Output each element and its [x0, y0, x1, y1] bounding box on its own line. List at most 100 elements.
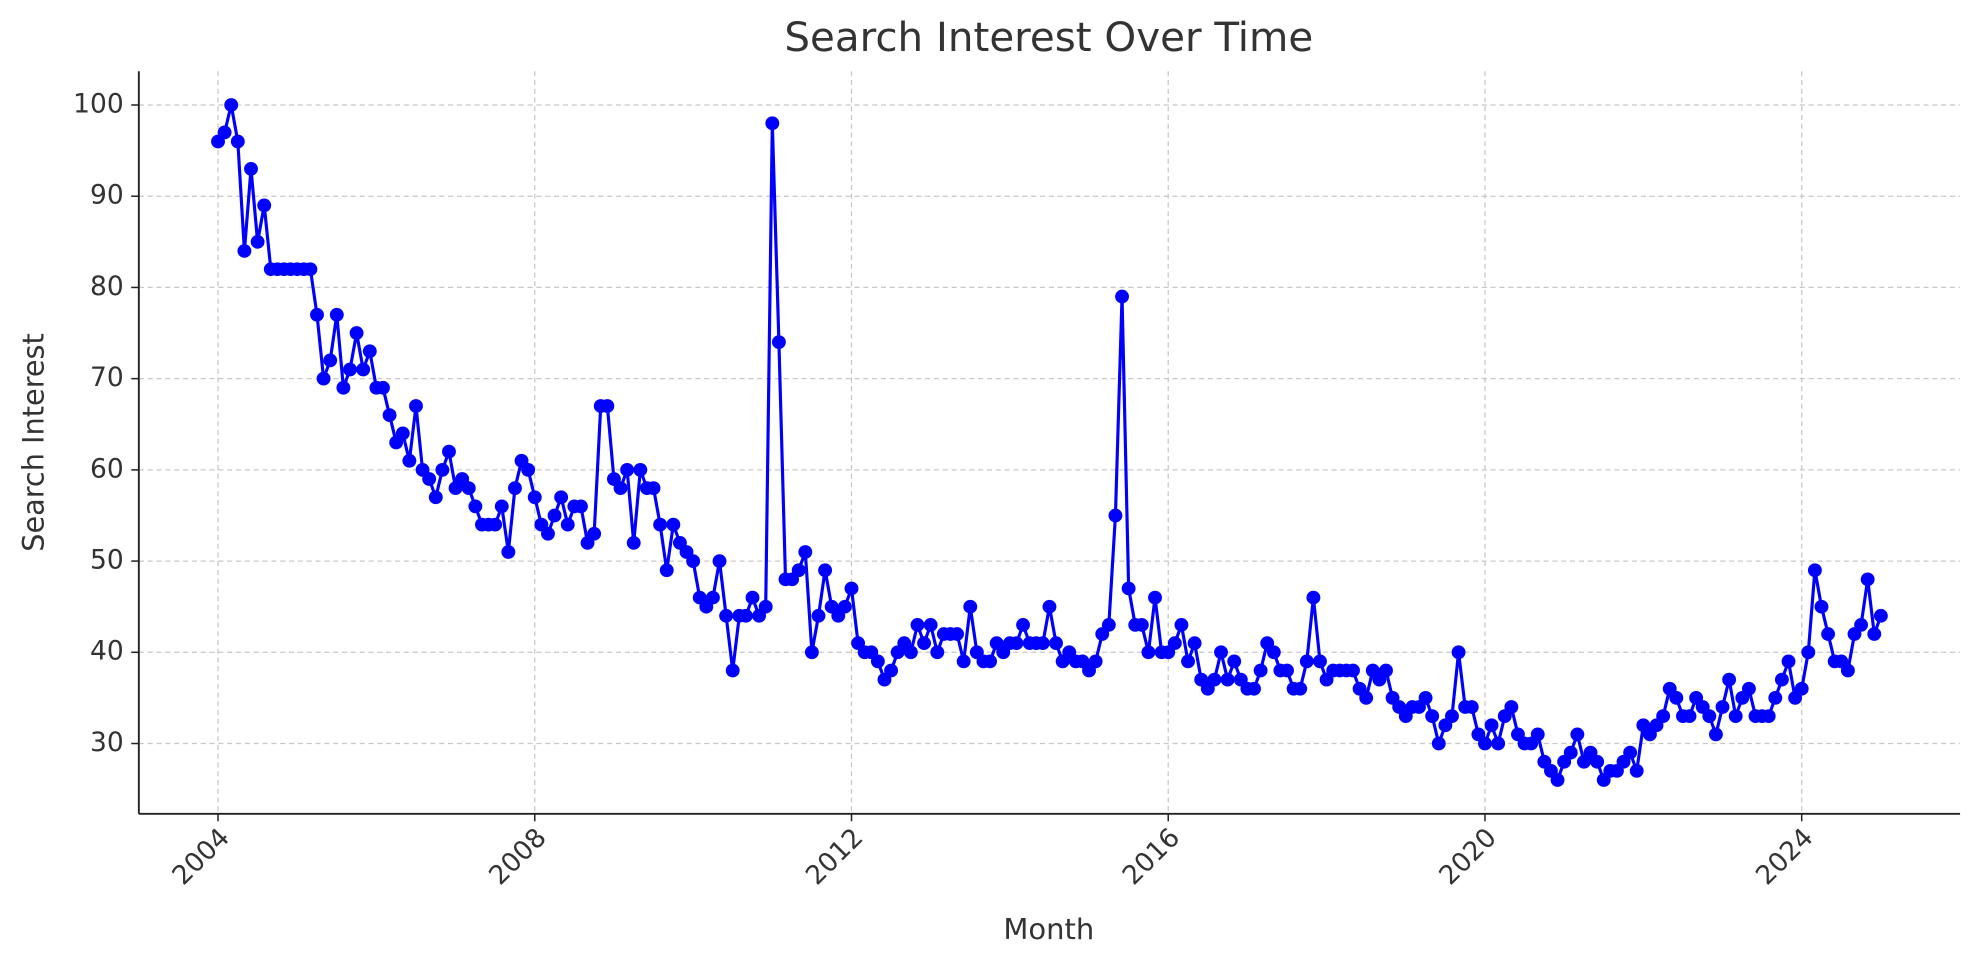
marker	[547, 508, 562, 523]
marker	[738, 608, 753, 623]
marker	[1049, 636, 1063, 651]
marker	[310, 307, 324, 322]
x-axis-label: Month	[1003, 912, 1094, 946]
marker	[1227, 654, 1242, 669]
marker	[442, 444, 456, 459]
marker	[1491, 736, 1506, 751]
marker	[1108, 508, 1123, 523]
marker	[745, 590, 760, 605]
marker	[461, 481, 476, 495]
marker	[983, 654, 998, 669]
marker	[1359, 691, 1374, 705]
marker	[1035, 636, 1050, 651]
marker	[409, 399, 423, 413]
marker	[930, 645, 945, 660]
x-tick-label: 2012	[800, 823, 869, 891]
marker	[1669, 691, 1684, 705]
x-tick-label: 2004	[167, 823, 236, 891]
marker	[1141, 645, 1156, 660]
marker	[1418, 691, 1433, 705]
marker	[870, 654, 885, 669]
marker	[1464, 700, 1479, 714]
y-tick-label: 60	[90, 454, 124, 484]
marker	[1115, 289, 1129, 304]
marker	[250, 234, 265, 249]
marker	[1629, 764, 1644, 778]
marker	[917, 636, 932, 651]
marker	[1293, 681, 1308, 696]
marker	[1121, 581, 1136, 596]
marker	[1781, 654, 1796, 669]
marker	[230, 134, 245, 149]
marker	[1009, 636, 1024, 651]
chart-title: Search Interest Over Time	[784, 15, 1313, 61]
y-tick-label: 30	[90, 728, 124, 758]
marker	[1313, 654, 1327, 669]
marker	[910, 618, 925, 632]
marker	[1623, 745, 1638, 760]
marker	[811, 608, 826, 623]
y-axis-label: Search Interest	[16, 333, 50, 552]
marker	[376, 380, 390, 395]
marker	[1134, 618, 1149, 632]
marker	[1266, 645, 1281, 660]
x-tick-label: 2008	[484, 823, 553, 891]
marker	[666, 517, 681, 532]
y-tick-label: 100	[73, 90, 124, 120]
marker	[554, 490, 569, 505]
marker	[1451, 645, 1466, 660]
marker	[1253, 663, 1268, 678]
marker	[1306, 590, 1321, 605]
marker	[923, 618, 938, 632]
marker	[1181, 654, 1195, 669]
marker	[903, 645, 918, 660]
marker	[1346, 663, 1360, 678]
marker	[1840, 663, 1855, 678]
marker	[1761, 709, 1776, 724]
marker	[428, 490, 443, 505]
marker	[1148, 590, 1162, 605]
marker	[362, 344, 377, 359]
marker	[587, 526, 602, 541]
marker	[600, 399, 615, 413]
marker	[1702, 709, 1717, 724]
marker	[653, 517, 668, 532]
marker	[1590, 754, 1605, 769]
marker	[1570, 727, 1585, 742]
y-tick-label: 70	[90, 363, 124, 393]
marker	[884, 663, 899, 678]
marker	[316, 371, 331, 386]
marker	[1167, 636, 1182, 651]
marker	[1656, 709, 1671, 724]
marker	[1867, 627, 1882, 641]
marker	[705, 590, 720, 605]
marker	[494, 499, 509, 514]
marker	[1728, 709, 1743, 724]
marker	[1484, 718, 1499, 733]
line	[216, 103, 1883, 782]
marker	[1299, 654, 1314, 669]
marker	[844, 581, 859, 596]
marker	[356, 362, 371, 377]
marker	[1530, 727, 1545, 742]
marker	[1814, 599, 1829, 614]
marker	[765, 116, 780, 131]
marker	[382, 408, 397, 423]
marker	[1807, 563, 1822, 578]
marker	[1774, 672, 1789, 687]
marker	[349, 326, 364, 340]
marker	[323, 353, 338, 368]
marker	[224, 98, 239, 112]
marker	[791, 563, 806, 578]
marker	[501, 545, 516, 559]
marker	[798, 545, 813, 559]
marker	[1445, 709, 1459, 724]
marker	[468, 499, 483, 514]
marker	[1101, 618, 1116, 632]
marker	[402, 453, 417, 468]
marker	[521, 462, 536, 477]
marker	[1715, 700, 1730, 714]
marker	[1379, 663, 1393, 678]
x-tick-label: 2020	[1434, 823, 1503, 891]
